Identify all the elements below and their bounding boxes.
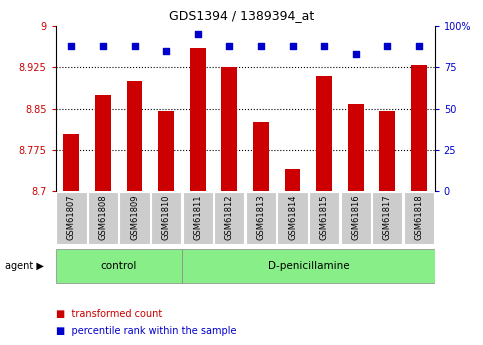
Text: GSM61818: GSM61818 [414,194,424,240]
Bar [348,104,364,191]
Point [131,43,139,49]
Bar [95,95,111,191]
Point [162,48,170,53]
Point [384,43,391,49]
Text: GSM61816: GSM61816 [351,194,360,240]
Text: GSM61810: GSM61810 [162,194,170,240]
Point [257,43,265,49]
FancyBboxPatch shape [404,192,434,244]
Bar [221,67,237,191]
Point [289,43,297,49]
Text: ■  transformed count: ■ transformed count [56,309,162,319]
Text: GSM61813: GSM61813 [256,194,266,240]
Point [226,43,233,49]
Text: GSM61812: GSM61812 [225,194,234,240]
Point [320,43,328,49]
Text: GSM61811: GSM61811 [193,194,202,240]
Text: ■  percentile rank within the sample: ■ percentile rank within the sample [56,326,236,336]
Bar [253,122,269,191]
Text: GSM61815: GSM61815 [320,194,328,240]
FancyBboxPatch shape [183,192,213,244]
FancyBboxPatch shape [119,192,150,244]
Bar [411,65,427,191]
Bar [284,169,300,191]
Text: GSM61808: GSM61808 [99,194,107,240]
FancyBboxPatch shape [246,192,276,244]
FancyBboxPatch shape [151,192,181,244]
Point [194,31,201,37]
Bar [316,76,332,191]
Bar [380,111,395,191]
FancyBboxPatch shape [309,192,339,244]
FancyBboxPatch shape [277,192,308,244]
Bar [63,134,79,191]
FancyBboxPatch shape [214,192,244,244]
Text: GSM61807: GSM61807 [67,194,76,240]
FancyBboxPatch shape [182,248,435,283]
Text: GSM61817: GSM61817 [383,194,392,240]
Text: GSM61809: GSM61809 [130,194,139,240]
Bar [190,48,206,191]
FancyBboxPatch shape [372,192,402,244]
Text: control: control [100,261,137,270]
Text: agent ▶: agent ▶ [5,261,43,270]
Point [68,43,75,49]
Text: GSM61814: GSM61814 [288,194,297,240]
FancyBboxPatch shape [56,248,182,283]
FancyBboxPatch shape [88,192,118,244]
Bar [127,81,142,191]
Text: D-penicillamine: D-penicillamine [268,261,349,270]
Point [415,43,423,49]
FancyBboxPatch shape [56,192,86,244]
Point [99,43,107,49]
Text: GDS1394 / 1389394_at: GDS1394 / 1389394_at [169,9,314,22]
Bar [158,111,174,191]
FancyBboxPatch shape [341,192,371,244]
Point [352,51,359,57]
